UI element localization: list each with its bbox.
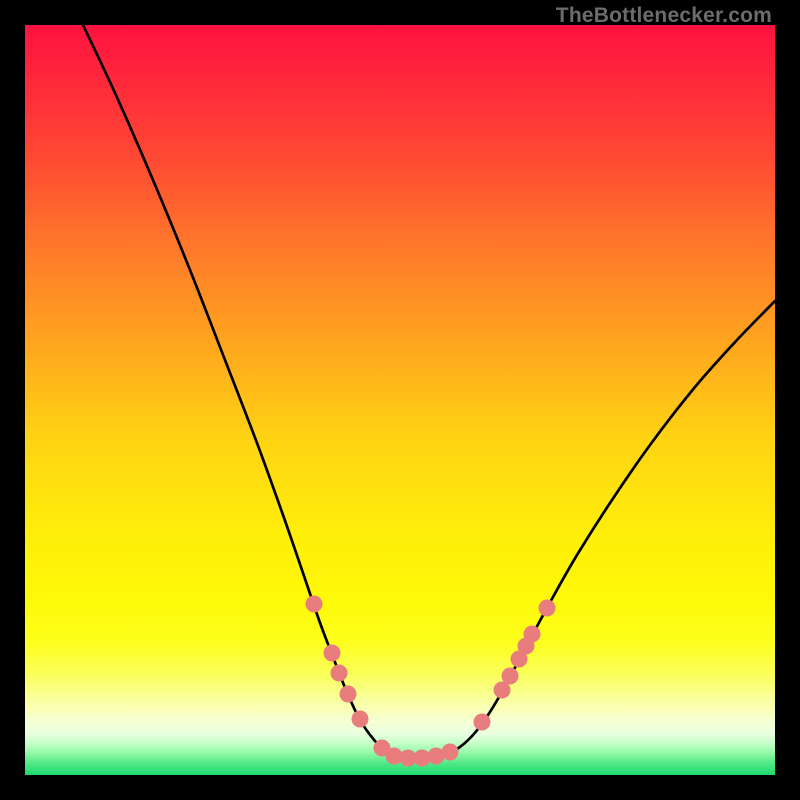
curve-marker [324, 645, 341, 662]
curve-marker [442, 744, 459, 761]
curve-marker [331, 665, 348, 682]
watermark-text: TheBottlenecker.com [556, 4, 772, 28]
chart-svg [25, 25, 775, 775]
curve-marker [539, 600, 556, 617]
chart-plot-area [25, 25, 775, 775]
curve-marker [502, 668, 519, 685]
curve-marker [524, 626, 541, 643]
gradient-background [25, 25, 775, 775]
curve-marker [474, 714, 491, 731]
curve-marker [352, 711, 369, 728]
chart-outer-frame: TheBottlenecker.com [0, 0, 800, 800]
curve-marker [340, 686, 357, 703]
curve-marker [306, 596, 323, 613]
